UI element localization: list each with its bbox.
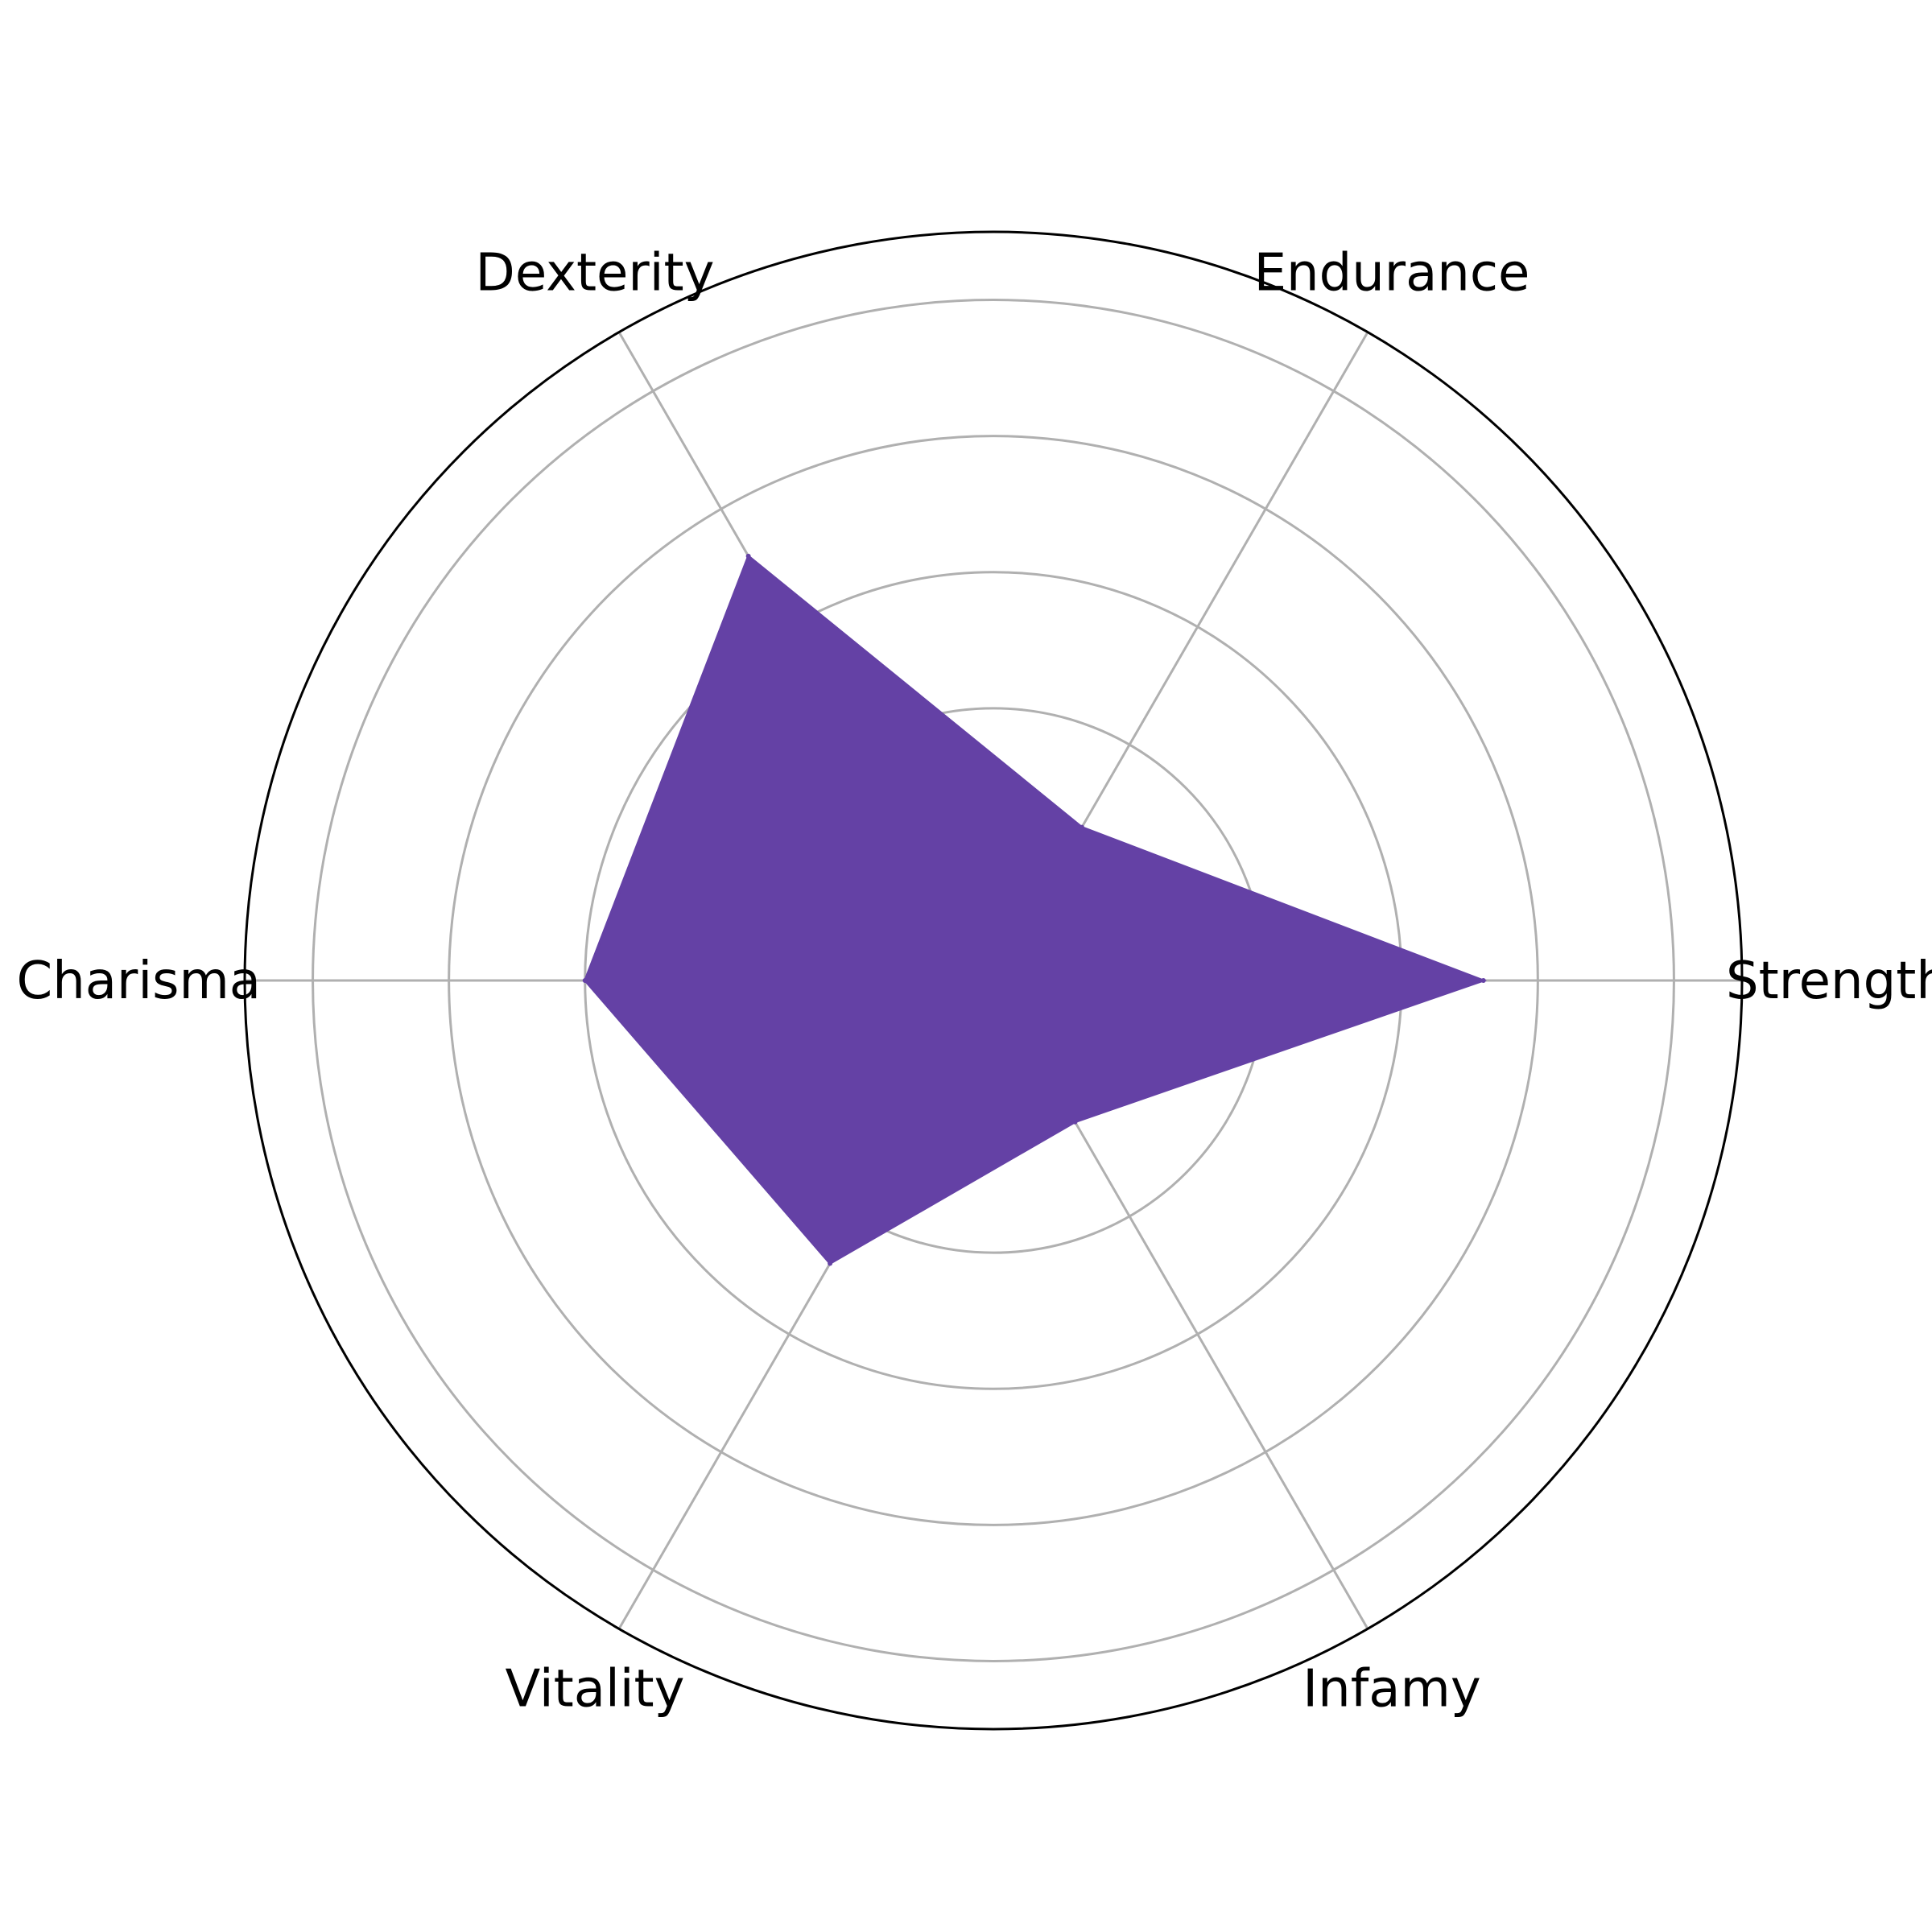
data-point-strength xyxy=(1480,978,1486,983)
data-point-dexterity xyxy=(745,553,751,559)
axis-label-vitality: Vitality xyxy=(506,1659,685,1719)
axis-label-dexterity: Dexterity xyxy=(476,244,715,303)
data-point-infamy xyxy=(1072,1119,1078,1125)
axis-label-strength: Strength xyxy=(1726,952,1932,1011)
data-point-endurance xyxy=(1079,824,1084,830)
axis-label-charisma: Charisma xyxy=(17,952,261,1011)
polar-frame xyxy=(243,230,1744,1731)
series-area-0 xyxy=(584,554,1488,1265)
axis-label-infamy: Infamy xyxy=(1302,1659,1480,1719)
axis-label-endurance: Endurance xyxy=(1254,244,1530,303)
data-point-charisma xyxy=(582,978,588,983)
data-point-vitality xyxy=(828,1261,833,1266)
axis-labels: Strength Endurance Dexterity Charisma Vitali… xyxy=(17,244,1932,1719)
series-layer xyxy=(582,553,1488,1266)
